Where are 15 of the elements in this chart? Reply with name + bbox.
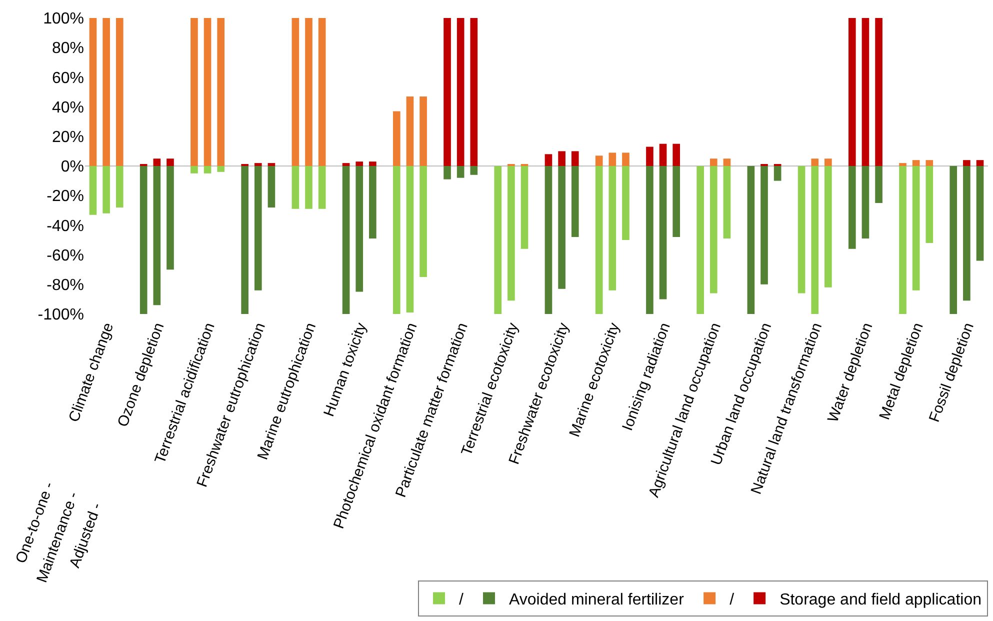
x-tick-label: Human toxicity	[320, 320, 370, 419]
y-tick-label: -20%	[46, 188, 84, 206]
legend-label: /	[459, 592, 464, 609]
legend-label: Storage and field application	[780, 592, 982, 609]
y-tick-label: 20%	[52, 129, 84, 146]
y-tick-label: 40%	[52, 99, 84, 116]
y-tick-label: 60%	[52, 70, 84, 87]
y-tick-label: -60%	[46, 247, 84, 264]
legend-label: Avoided mineral fertilizer	[509, 592, 685, 609]
y-tick-label: 0%	[60, 158, 84, 176]
legend-label: /	[730, 592, 735, 609]
y-tick-label: -40%	[46, 218, 84, 235]
y-tick-label: -80%	[46, 277, 84, 294]
y-tick-label: 80%	[52, 40, 84, 58]
y-tick-label: 100%	[43, 10, 84, 28]
